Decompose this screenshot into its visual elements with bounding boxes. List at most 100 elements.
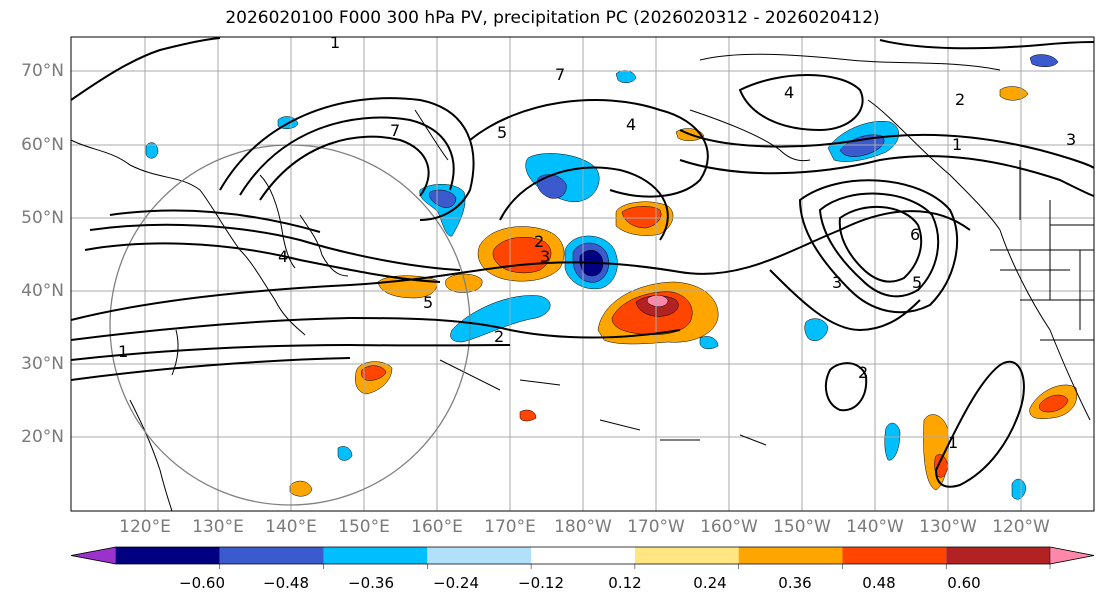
pv-contour-line — [71, 210, 971, 321]
colorbar-tick-label: 0.12 — [608, 574, 642, 592]
precip-positive-small4 — [519, 409, 537, 422]
lon-label: 120°W — [992, 517, 1050, 537]
colorbar-tick-label: 0.48 — [862, 574, 896, 592]
precip-negative-small6 — [337, 446, 353, 461]
colorbar-segment — [946, 547, 1050, 564]
contour-label: 2 — [494, 327, 504, 346]
precip-negative-small9 — [1011, 478, 1027, 500]
lon-label: 150°W — [773, 517, 831, 537]
contour-label: 1 — [118, 342, 128, 361]
colorbar-tick-label: 0.24 — [693, 574, 727, 592]
pv-contour-line — [499, 166, 669, 241]
contour-label: 2 — [534, 232, 544, 251]
contour-label: 5 — [423, 293, 433, 312]
colorbar-segment — [427, 547, 532, 564]
pv-contour-line — [219, 97, 475, 221]
contour-labels: 1 2 3 4 5 6 7 4 5 1 2 5 1 2 3 2 3 7 4 1 — [118, 33, 1076, 452]
contour-label: 6 — [910, 225, 920, 244]
contour-label: 1 — [948, 433, 958, 452]
coastlines — [71, 53, 1094, 511]
pv-contour-line — [71, 316, 681, 341]
pv-contour-line — [84, 242, 441, 283]
pv-contour-line — [838, 205, 923, 283]
contour-label: 4 — [626, 115, 636, 134]
colorbar-tick-label: −0.60 — [179, 574, 225, 592]
lat-label: 70°N — [21, 61, 64, 81]
colorbar — [70, 546, 1095, 569]
pv-contour-line — [89, 223, 461, 271]
colorbar-segment — [842, 547, 947, 564]
colorbar-segment — [738, 547, 843, 564]
precip-positive-se2-core — [1039, 394, 1069, 413]
lat-label: 40°N — [21, 281, 64, 301]
precip-negative-small5 — [699, 336, 719, 349]
map-title: 2026020100 F000 300 hPa PV, precipitatio… — [225, 8, 880, 28]
colorbar-outline — [70, 546, 1095, 565]
colorbar-segment — [323, 547, 428, 564]
contour-label: 1 — [952, 135, 962, 154]
colorbar-tick-label: −0.24 — [433, 574, 479, 592]
precip-negative-gulf-core — [839, 134, 885, 157]
pv-contour-line — [239, 116, 455, 196]
pv-contour-line — [798, 179, 958, 314]
precip-negative-west-core — [429, 189, 457, 208]
contour-label: 7 — [390, 121, 400, 140]
precip-positive-large-peak — [647, 295, 669, 307]
contour-label: 5 — [912, 273, 922, 292]
lon-label: 150°E — [338, 517, 390, 537]
contour-label: 2 — [955, 90, 965, 109]
contour-label: 3 — [1066, 130, 1076, 149]
colorbar-tick-label: −0.48 — [263, 574, 309, 592]
precip-negative-small2 — [884, 422, 901, 461]
colorbar-segment — [531, 547, 635, 564]
pv-contour-line — [824, 362, 868, 412]
pv-contour-line — [109, 209, 321, 233]
contour-label: 3 — [540, 247, 550, 266]
pv-contour-line — [679, 129, 1094, 169]
map-frame — [70, 36, 1095, 512]
colorbar-extend-min — [70, 546, 117, 565]
lon-label: 140°W — [846, 517, 904, 537]
colorbar-tick-label: −0.12 — [518, 574, 564, 592]
colorbar-extend-max — [1049, 546, 1095, 565]
contour-label: 4 — [784, 83, 794, 102]
pv-contour-line — [738, 74, 864, 132]
colorbar-segment — [219, 547, 324, 564]
pv-contour-line — [259, 135, 430, 201]
precip-negative-small4 — [1029, 54, 1059, 67]
pv-contours — [71, 37, 1094, 488]
lon-label: 160°W — [700, 517, 758, 537]
graticule — [71, 37, 1094, 511]
lat-label: 30°N — [21, 354, 64, 374]
lon-label: 160°E — [411, 517, 463, 537]
lon-label: 180°W — [554, 517, 612, 537]
lon-label: 130°E — [192, 517, 244, 537]
pv-contour-line — [469, 99, 709, 198]
colorbar-tick-label: 0.60 — [947, 574, 981, 592]
pv-contour-line — [679, 155, 1094, 197]
lon-label: 170°W — [627, 517, 685, 537]
precip-negative-band — [450, 295, 551, 343]
precip-positive-small2 — [289, 480, 313, 497]
range-ring — [109, 144, 471, 506]
pv-contour-line — [879, 39, 1094, 50]
lon-label: 120°E — [119, 517, 171, 537]
pv-contour-line — [934, 360, 1025, 488]
precip-negative-small8 — [145, 142, 159, 159]
precip-positive-sub-core — [360, 365, 387, 381]
contour-label: 7 — [555, 65, 565, 84]
contour-label: 4 — [278, 247, 288, 266]
lon-label: 140°E — [265, 517, 317, 537]
pv-contour-line — [818, 192, 940, 298]
precip-negative-small1 — [804, 318, 829, 341]
contour-label: 1 — [330, 33, 340, 52]
colorbar-segment — [116, 547, 220, 564]
precip-positive-ne-core — [621, 206, 662, 229]
lat-label: 20°N — [21, 427, 64, 447]
contour-label: 5 — [497, 123, 507, 142]
contour-label: 3 — [832, 273, 842, 292]
pv-contour-line — [71, 357, 351, 381]
colorbar-segment — [634, 547, 739, 564]
colorbar-tick-label: −0.36 — [348, 574, 394, 592]
